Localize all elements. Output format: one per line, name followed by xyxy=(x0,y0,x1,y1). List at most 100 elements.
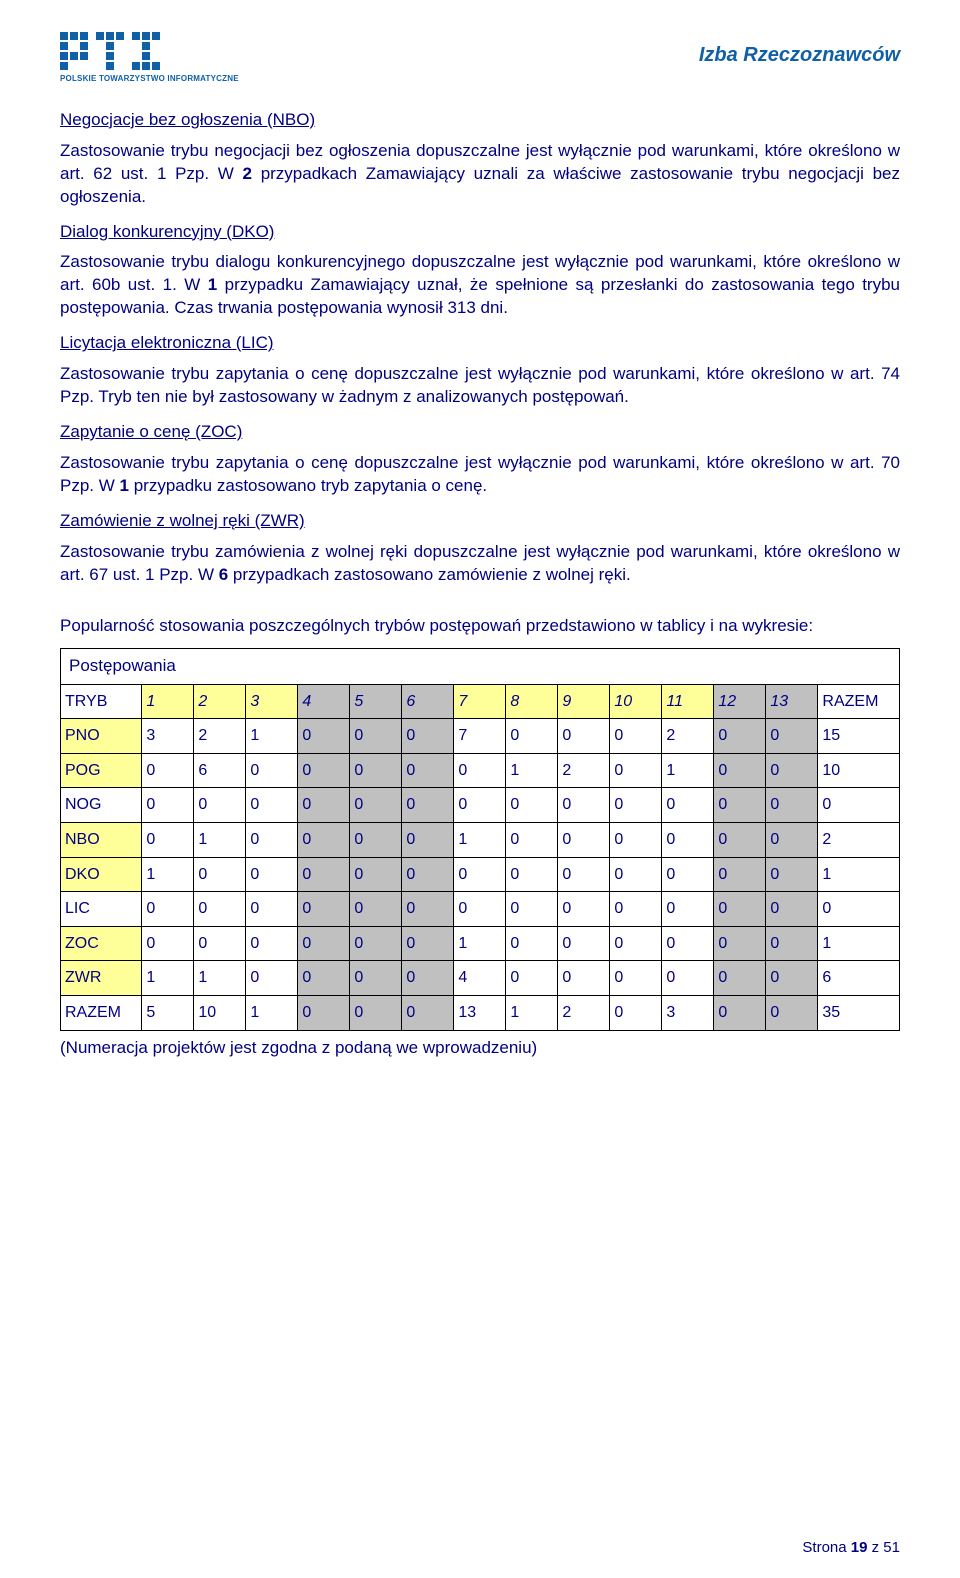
cell: 0 xyxy=(350,719,402,754)
cell: 0 xyxy=(766,961,818,996)
cell: 0 xyxy=(194,926,246,961)
cell: 0 xyxy=(246,961,298,996)
row-sum: 2 xyxy=(818,822,900,857)
cell: 4 xyxy=(454,961,506,996)
table-row: ZOC00000010000001 xyxy=(61,926,900,961)
cell: 0 xyxy=(714,719,766,754)
table-intro: Popularność stosowania poszczególnych tr… xyxy=(60,615,900,638)
logo-block: POLSKIE TOWARZYSTWO INFORMATYCZNE xyxy=(60,32,239,85)
cell: 0 xyxy=(610,719,662,754)
section-heading: Negocjacje bez ogłoszenia (NBO) xyxy=(60,109,900,132)
cell: 0 xyxy=(402,822,454,857)
cell: 0 xyxy=(402,788,454,823)
cell: 1 xyxy=(194,822,246,857)
table-row: POG060000012010010 xyxy=(61,753,900,788)
footer-cell: 13 xyxy=(454,995,506,1030)
footer-row-sum: 35 xyxy=(818,995,900,1030)
cell: 0 xyxy=(766,719,818,754)
footer-cell: 0 xyxy=(350,995,402,1030)
main-content: Negocjacje bez ogłoszenia (NBO) Zastosowa… xyxy=(60,109,900,587)
pti-logo-icon xyxy=(60,32,170,72)
header-col: 2 xyxy=(194,684,246,719)
cell: 0 xyxy=(402,753,454,788)
table-header-row: TRYB12345678910111213RAZEM xyxy=(61,684,900,719)
row-sum: 10 xyxy=(818,753,900,788)
row-sum: 0 xyxy=(818,892,900,927)
section-para: Zastosowanie trybu dialogu konkurencyjne… xyxy=(60,251,900,320)
footer-cell: 0 xyxy=(766,995,818,1030)
cell: 0 xyxy=(194,892,246,927)
cell: 0 xyxy=(766,822,818,857)
row-sum: 0 xyxy=(818,788,900,823)
cell: 0 xyxy=(246,892,298,927)
cell: 0 xyxy=(454,857,506,892)
cell: 0 xyxy=(350,857,402,892)
footer-of: z 51 xyxy=(867,1539,900,1556)
cell: 0 xyxy=(142,753,194,788)
cell: 0 xyxy=(350,892,402,927)
page-header: POLSKIE TOWARZYSTWO INFORMATYCZNE Izba R… xyxy=(60,32,900,85)
header-title: Izba Rzeczoznawców xyxy=(699,32,900,69)
cell: 0 xyxy=(714,892,766,927)
header-col: 3 xyxy=(246,684,298,719)
table-row: ZWR11000040000006 xyxy=(61,961,900,996)
cell: 2 xyxy=(194,719,246,754)
footer-cell: 5 xyxy=(142,995,194,1030)
section-heading: Zapytanie o cenę (ZOC) xyxy=(60,421,900,444)
cell: 0 xyxy=(558,719,610,754)
header-col: 10 xyxy=(610,684,662,719)
header-col: 1 xyxy=(142,684,194,719)
header-col: 4 xyxy=(298,684,350,719)
cell: 0 xyxy=(506,926,558,961)
footer-row-label: RAZEM xyxy=(61,995,142,1030)
cell: 0 xyxy=(558,788,610,823)
row-label: DKO xyxy=(61,857,142,892)
cell: 0 xyxy=(766,788,818,823)
cell: 0 xyxy=(558,857,610,892)
data-table: TRYB12345678910111213RAZEMPNO32100070002… xyxy=(60,684,900,1031)
row-label: ZWR xyxy=(61,961,142,996)
row-label: NOG xyxy=(61,788,142,823)
header-sum: RAZEM xyxy=(818,684,900,719)
cell: 0 xyxy=(298,753,350,788)
row-sum: 1 xyxy=(818,926,900,961)
footer-cell: 0 xyxy=(298,995,350,1030)
header-col: 8 xyxy=(506,684,558,719)
cell: 1 xyxy=(246,719,298,754)
cell: 0 xyxy=(714,926,766,961)
row-label: POG xyxy=(61,753,142,788)
cell: 0 xyxy=(298,857,350,892)
header-col: 12 xyxy=(714,684,766,719)
table-row: NBO01000010000002 xyxy=(61,822,900,857)
cell: 0 xyxy=(454,788,506,823)
section-para: Zastosowanie trybu negocjacji bez ogłosz… xyxy=(60,140,900,209)
cell: 0 xyxy=(246,857,298,892)
row-label: PNO xyxy=(61,719,142,754)
section-para: Zastosowanie trybu zapytania o cenę dopu… xyxy=(60,452,900,498)
cell: 6 xyxy=(194,753,246,788)
cell: 1 xyxy=(142,961,194,996)
cell: 1 xyxy=(454,822,506,857)
row-sum: 1 xyxy=(818,857,900,892)
cell: 0 xyxy=(558,926,610,961)
cell: 0 xyxy=(558,822,610,857)
cell: 0 xyxy=(610,822,662,857)
row-label: NBO xyxy=(61,822,142,857)
table-row: LIC00000000000000 xyxy=(61,892,900,927)
header-label: TRYB xyxy=(61,684,142,719)
cell: 2 xyxy=(558,753,610,788)
cell: 0 xyxy=(454,892,506,927)
cell: 0 xyxy=(766,892,818,927)
cell: 0 xyxy=(350,822,402,857)
cell: 0 xyxy=(298,719,350,754)
table-row: NOG00000000000000 xyxy=(61,788,900,823)
cell: 0 xyxy=(506,822,558,857)
cell: 0 xyxy=(350,961,402,996)
cell: 0 xyxy=(298,892,350,927)
cell: 0 xyxy=(350,926,402,961)
cell: 0 xyxy=(402,857,454,892)
cell: 0 xyxy=(298,961,350,996)
cell: 0 xyxy=(662,961,714,996)
table-footer-row: RAZEM51010001312030035 xyxy=(61,995,900,1030)
header-col: 6 xyxy=(402,684,454,719)
